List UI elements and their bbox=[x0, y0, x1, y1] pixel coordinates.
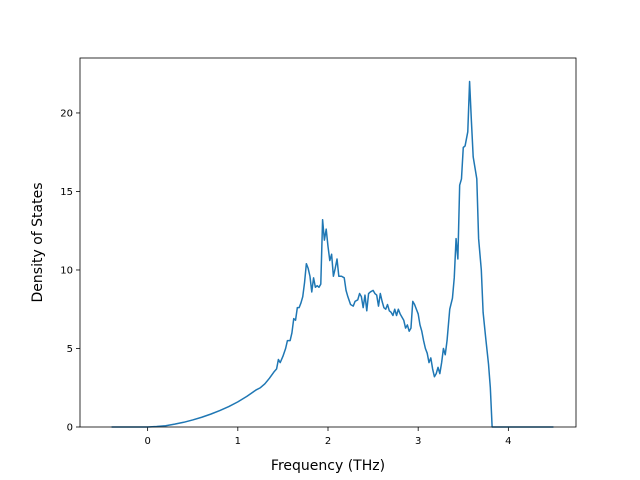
x-axis-label: Frequency (THz) bbox=[271, 458, 385, 474]
y-tick-label: 0 bbox=[67, 423, 73, 434]
x-axis-ticks: 0 1 2 3 4 bbox=[144, 427, 512, 447]
x-tick-label: 4 bbox=[505, 436, 511, 447]
y-axis-label: Density of States bbox=[30, 183, 46, 303]
x-tick-label: 0 bbox=[144, 436, 150, 447]
x-tick-label: 2 bbox=[325, 436, 331, 447]
x-tick-label: 3 bbox=[415, 436, 421, 447]
y-axis-ticks: 0 5 10 15 20 bbox=[60, 108, 80, 434]
y-tick-label: 15 bbox=[60, 187, 73, 198]
plot-frame bbox=[79, 57, 577, 428]
y-tick-label: 10 bbox=[60, 265, 73, 276]
x-tick-label: 1 bbox=[235, 436, 241, 447]
y-tick-label: 20 bbox=[60, 108, 73, 119]
y-tick-label: 5 bbox=[67, 344, 73, 355]
dos-series-line bbox=[111, 80, 554, 428]
